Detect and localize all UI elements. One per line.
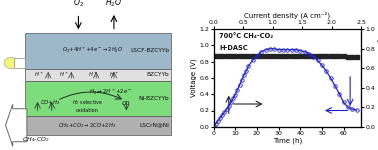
Y-axis label: Power density (W cm⁻²): Power density (W cm⁻²) bbox=[377, 36, 378, 120]
Text: $H_2O$: $H_2O$ bbox=[105, 0, 122, 9]
Text: Ni-BZCYYb: Ni-BZCYYb bbox=[138, 96, 169, 101]
Text: LSCrN@Ni: LSCrN@Ni bbox=[139, 123, 169, 128]
Text: $H^+$: $H^+$ bbox=[109, 70, 119, 80]
Text: BZCYYb: BZCYYb bbox=[146, 72, 169, 78]
Text: $H^+$: $H^+$ bbox=[59, 70, 69, 80]
FancyBboxPatch shape bbox=[14, 58, 25, 68]
X-axis label: Time (h): Time (h) bbox=[273, 138, 302, 144]
Text: 700°C CH₄-CO₂: 700°C CH₄-CO₂ bbox=[220, 33, 274, 39]
FancyBboxPatch shape bbox=[25, 33, 171, 69]
Text: H-DASC: H-DASC bbox=[220, 45, 248, 51]
Text: $H_2$$\rightarrow$2$H^+$+2$e^-$: $H_2$$\rightarrow$2$H^+$+2$e^-$ bbox=[88, 87, 132, 97]
Circle shape bbox=[4, 57, 18, 69]
Text: $CH_4$+$CO_2$$\rightarrow$2$CO$+2$H_2$: $CH_4$+$CO_2$$\rightarrow$2$CO$+2$H_2$ bbox=[58, 121, 116, 130]
Y-axis label: Voltage (V): Voltage (V) bbox=[191, 59, 197, 97]
Text: $CH_4$-$CO_2$: $CH_4$-$CO_2$ bbox=[22, 135, 50, 144]
FancyArrow shape bbox=[6, 104, 27, 146]
Text: LSCF-BZCYYb: LSCF-BZCYYb bbox=[130, 48, 169, 54]
FancyBboxPatch shape bbox=[25, 69, 171, 81]
Text: $O_2$+4$H^+$+4$e^-$$\rightarrow$2$H_2O$: $O_2$+4$H^+$+4$e^-$$\rightarrow$2$H_2O$ bbox=[62, 45, 123, 55]
FancyBboxPatch shape bbox=[25, 81, 171, 116]
Text: $H^+$: $H^+$ bbox=[88, 70, 98, 80]
FancyBboxPatch shape bbox=[25, 116, 171, 135]
Text: $H_2$ selective
oxidation: $H_2$ selective oxidation bbox=[72, 98, 103, 113]
Text: $CO$+$H_2$: $CO$+$H_2$ bbox=[40, 98, 60, 107]
X-axis label: Current density (A cm⁻²): Current density (A cm⁻²) bbox=[244, 12, 330, 20]
Text: $CO$: $CO$ bbox=[121, 99, 131, 107]
Text: $H^+$: $H^+$ bbox=[34, 70, 44, 80]
Text: $O_2$: $O_2$ bbox=[73, 0, 84, 9]
